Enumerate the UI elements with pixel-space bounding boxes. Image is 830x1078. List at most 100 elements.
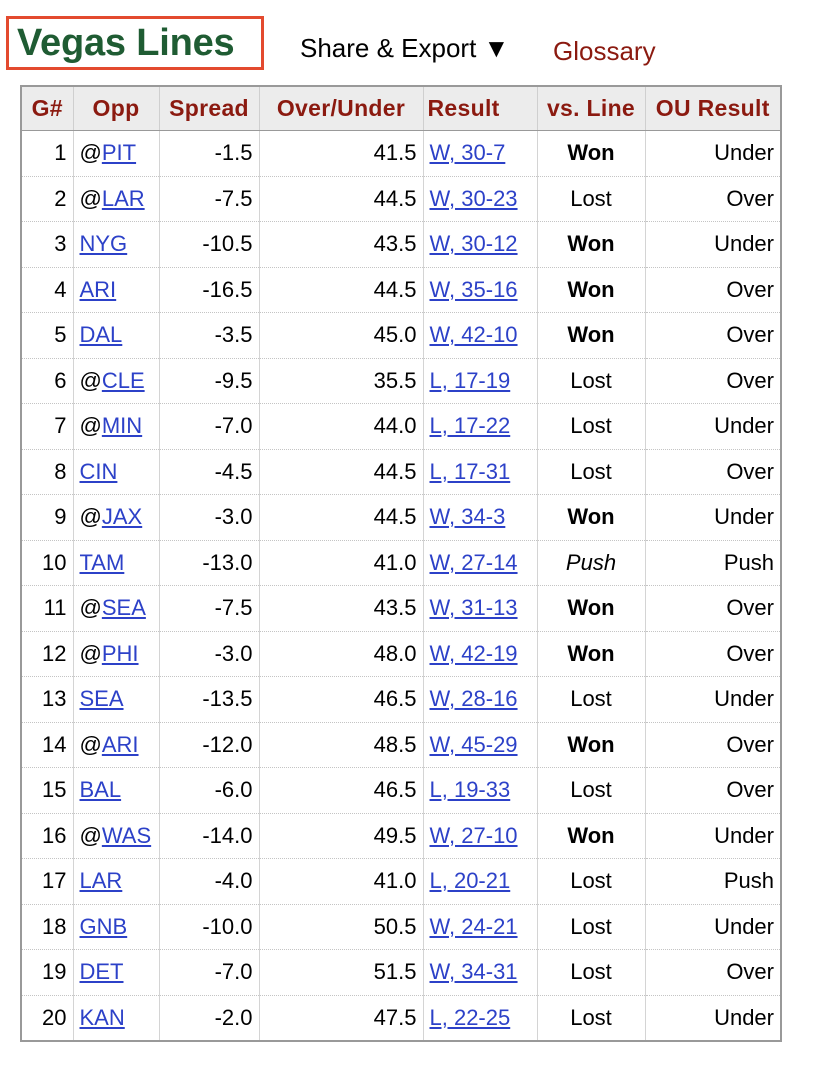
boxscore-link[interactable]: L, 17-31 <box>429 458 511 484</box>
opponent-cell: TAM <box>72 540 159 586</box>
opponent-link[interactable]: WAS <box>101 822 152 848</box>
vs-line-value: Lost <box>536 858 645 905</box>
column-header-spread[interactable]: Spread <box>158 86 259 131</box>
result-cell: L, 17-31 <box>422 449 537 495</box>
opponent-link[interactable]: MIN <box>101 413 143 439</box>
table-row: 7 @MIN -7.0 44.0 L, 17-22 Lost Under <box>21 403 781 450</box>
column-header-opp[interactable]: Opp <box>72 86 159 131</box>
boxscore-link[interactable]: L, 20-21 <box>429 868 511 894</box>
opponent-link[interactable]: CLE <box>101 367 145 393</box>
opponent-link[interactable]: SEA <box>79 686 124 712</box>
opponent-cell: NYG <box>72 221 159 268</box>
spread-value: -4.0 <box>158 858 259 905</box>
opponent-link[interactable]: NYG <box>79 231 128 257</box>
result-cell: L, 17-22 <box>422 403 537 450</box>
opponent-link[interactable]: TAM <box>79 549 125 575</box>
table-row: 20 KAN -2.0 47.5 L, 22-25 Lost Under <box>21 995 781 1041</box>
vs-line-value: Won <box>536 722 645 768</box>
boxscore-link[interactable]: L, 17-19 <box>429 367 511 393</box>
boxscore-link[interactable]: W, 27-10 <box>429 822 518 848</box>
boxscore-link[interactable]: W, 30-7 <box>429 140 506 166</box>
away-marker: @ <box>79 640 102 666</box>
opponent-link[interactable]: ARI <box>101 731 139 757</box>
opponent-cell: @PHI <box>72 631 159 677</box>
boxscore-link[interactable]: W, 35-16 <box>429 276 518 302</box>
result-cell: W, 27-10 <box>422 813 537 859</box>
opponent-cell: KAN <box>72 995 159 1041</box>
table-row: 5 DAL -3.5 45.0 W, 42-10 Won Over <box>21 312 781 359</box>
opponent-link[interactable]: BAL <box>79 777 122 803</box>
boxscore-link[interactable]: W, 24-21 <box>429 913 518 939</box>
table-row: 4 ARI -16.5 44.5 W, 35-16 Won Over <box>21 267 781 313</box>
away-marker: @ <box>79 140 102 166</box>
boxscore-link[interactable]: L, 17-22 <box>429 413 511 439</box>
result-cell: L, 20-21 <box>422 858 537 905</box>
opponent-cell: @ARI <box>72 722 159 768</box>
column-header-result[interactable]: Result <box>422 86 537 131</box>
boxscore-link[interactable]: W, 42-10 <box>429 322 518 348</box>
spread-value: -12.0 <box>158 722 259 768</box>
opponent-link[interactable]: PHI <box>101 640 139 666</box>
opponent-link[interactable]: LAR <box>79 868 123 894</box>
ou-result-value: Under <box>644 130 781 177</box>
boxscore-link[interactable]: L, 19-33 <box>429 777 511 803</box>
boxscore-link[interactable]: W, 30-12 <box>429 231 518 257</box>
game-number: 11 <box>21 585 73 632</box>
spread-value: -10.5 <box>158 221 259 268</box>
spread-value: -14.0 <box>158 813 259 859</box>
boxscore-link[interactable]: W, 31-13 <box>429 595 518 621</box>
away-marker: @ <box>79 185 102 211</box>
column-header-vs-line[interactable]: vs. Line <box>536 86 645 131</box>
ou-result-value: Over <box>644 949 781 996</box>
opponent-link[interactable]: KAN <box>79 1004 125 1030</box>
spread-value: -1.5 <box>158 130 259 177</box>
column-header-game[interactable]: G# <box>21 86 73 131</box>
over-under-value: 48.5 <box>258 722 423 768</box>
opponent-link[interactable]: PIT <box>101 140 137 166</box>
over-under-value: 44.0 <box>258 403 423 450</box>
opponent-link[interactable]: SEA <box>101 595 146 621</box>
table-body: 1 @PIT -1.5 41.5 W, 30-7 Won Under 2 @LAR -7.5 44.… <box>21 130 781 1041</box>
boxscore-link[interactable]: W, 28-16 <box>429 686 518 712</box>
result-cell: W, 42-19 <box>422 631 537 677</box>
over-under-value: 44.5 <box>258 494 423 541</box>
share-export-menu[interactable]: Share & Export ▼ <box>300 33 510 63</box>
vs-line-value: Lost <box>536 904 645 950</box>
boxscore-link[interactable]: W, 34-3 <box>429 504 506 530</box>
ou-result-value: Over <box>644 312 781 359</box>
result-cell: W, 27-14 <box>422 540 537 586</box>
column-header-ou-result[interactable]: OU Result <box>644 86 781 131</box>
game-number: 9 <box>21 494 73 541</box>
glossary-link[interactable]: Glossary <box>553 36 656 66</box>
boxscore-link[interactable]: W, 42-19 <box>429 640 518 666</box>
game-number: 19 <box>21 949 73 996</box>
opponent-cell: LAR <box>72 858 159 905</box>
over-under-value: 43.5 <box>258 221 423 268</box>
title-highlight-box <box>6 16 264 70</box>
opponent-link[interactable]: DET <box>79 959 124 985</box>
opponent-link[interactable]: JAX <box>101 504 143 530</box>
result-cell: W, 28-16 <box>422 676 537 723</box>
opponent-link[interactable]: DAL <box>79 322 123 348</box>
ou-result-value: Over <box>644 449 781 495</box>
table-row: 15 BAL -6.0 46.5 L, 19-33 Lost Over <box>21 767 781 814</box>
opponent-link[interactable]: LAR <box>101 185 145 211</box>
opponent-link[interactable]: CIN <box>79 458 118 484</box>
opponent-cell: DET <box>72 949 159 996</box>
boxscore-link[interactable]: L, 22-25 <box>429 1004 511 1030</box>
column-header-over-under[interactable]: Over/Under <box>258 86 423 131</box>
table-row: 19 DET -7.0 51.5 W, 34-31 Lost Over <box>21 949 781 996</box>
opponent-cell: DAL <box>72 312 159 359</box>
boxscore-link[interactable]: W, 34-31 <box>429 959 518 985</box>
opponent-link[interactable]: ARI <box>79 276 117 302</box>
result-cell: W, 24-21 <box>422 904 537 950</box>
opponent-link[interactable]: GNB <box>79 913 128 939</box>
game-number: 12 <box>21 631 73 677</box>
spread-value: -13.5 <box>158 676 259 723</box>
table-row: 13 SEA -13.5 46.5 W, 28-16 Lost Under <box>21 676 781 723</box>
boxscore-link[interactable]: W, 45-29 <box>429 731 518 757</box>
boxscore-link[interactable]: W, 30-23 <box>429 185 518 211</box>
boxscore-link[interactable]: W, 27-14 <box>429 549 518 575</box>
table-row: 6 @CLE -9.5 35.5 L, 17-19 Lost Over <box>21 358 781 404</box>
vs-line-value: Lost <box>536 176 645 222</box>
